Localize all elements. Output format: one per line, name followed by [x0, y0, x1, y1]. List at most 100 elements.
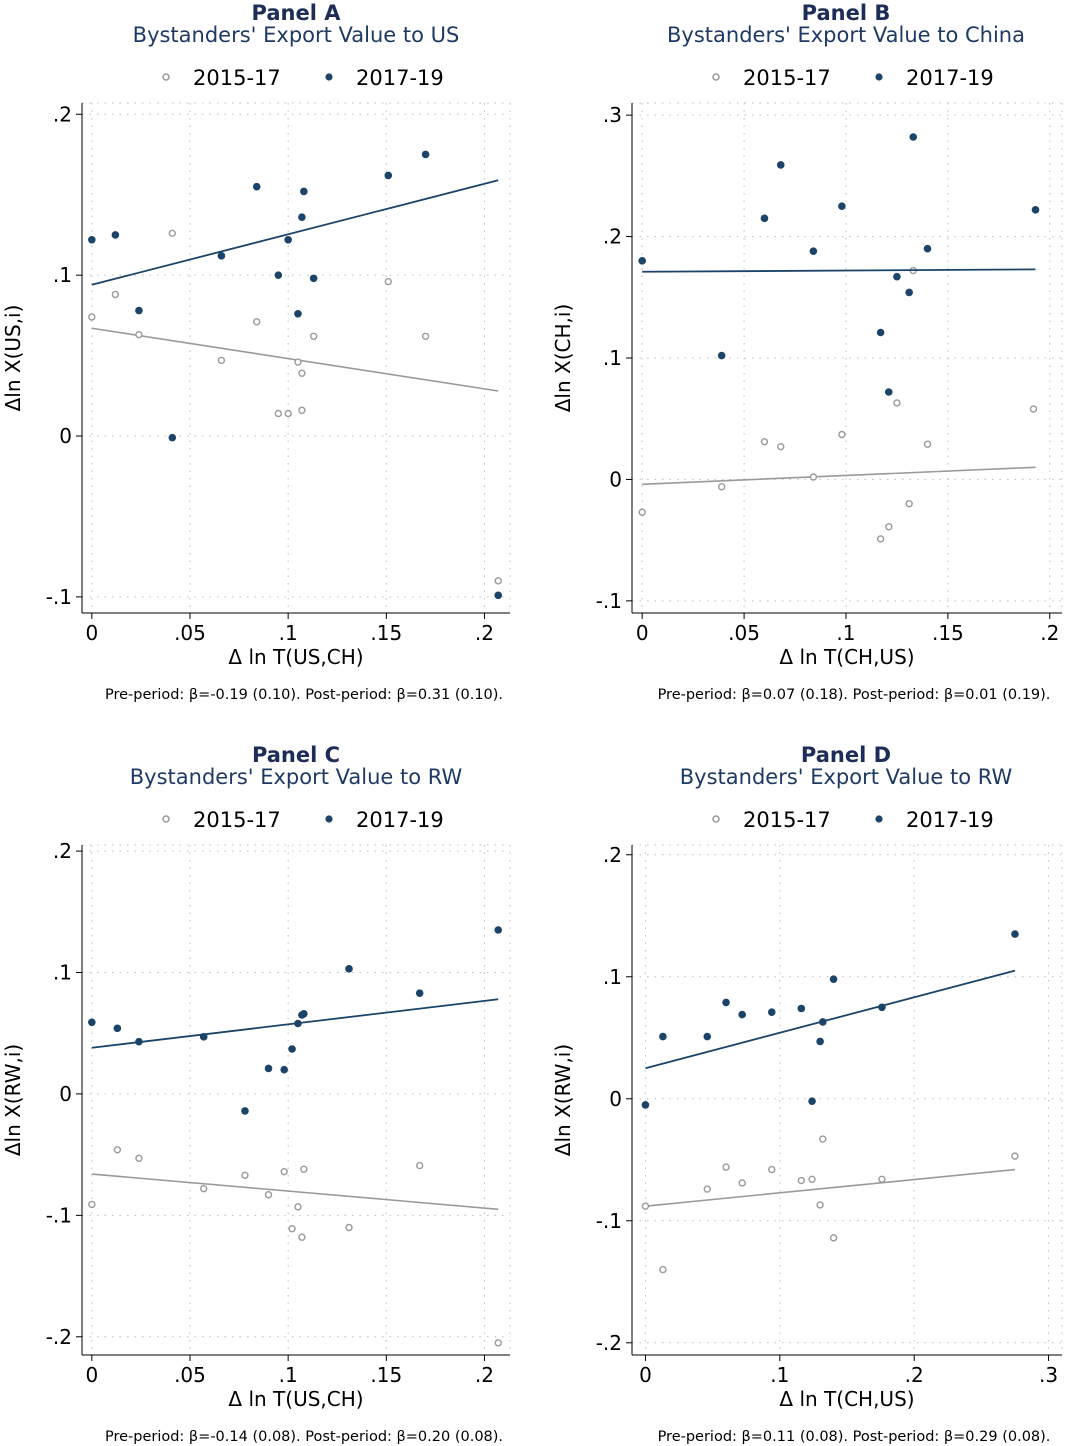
y-tick-label: .1 — [53, 263, 72, 287]
y-tick-label: 0 — [609, 467, 622, 491]
x-tick-label: .15 — [932, 621, 964, 645]
x-tick-label: .3 — [1039, 1363, 1058, 1387]
data-point — [816, 1201, 824, 1209]
chart-title: Bystanders' Export Value to US — [133, 23, 460, 47]
x-axis-label: Δ ln T(US,CH) — [228, 1387, 363, 1411]
data-point — [294, 1019, 302, 1028]
data-point — [777, 442, 785, 451]
fit-line-2015-17 — [91, 327, 499, 392]
data-point — [111, 231, 120, 239]
data-point — [294, 1203, 302, 1211]
regression-note: Pre-period: β=0.07 (0.18). Post-period: … — [658, 687, 1051, 703]
data-point — [421, 332, 430, 340]
x-tick-label: .2 — [905, 1363, 924, 1387]
data-point — [819, 1018, 827, 1026]
legend-label-pre: 2015-17 — [743, 66, 831, 90]
series-2015-17 — [641, 1135, 1019, 1274]
y-axis-label: Δln X(RW,i) — [551, 1044, 575, 1156]
y-axis-label: Δln X(CH,i) — [551, 304, 575, 413]
data-point — [294, 358, 302, 366]
x-tick-label: .15 — [370, 621, 402, 645]
data-point — [199, 1033, 208, 1041]
panel-title: Panel C — [252, 743, 340, 767]
data-point — [876, 535, 885, 543]
data-point — [113, 1146, 122, 1154]
data-point — [638, 508, 646, 516]
data-point — [298, 213, 306, 222]
data-point — [135, 306, 143, 315]
data-point — [767, 1008, 776, 1016]
data-point — [298, 406, 306, 414]
data-point — [168, 433, 177, 442]
y-tick-label: .1 — [603, 965, 622, 989]
fit-line-2017-19 — [91, 179, 499, 286]
data-point — [217, 356, 226, 365]
data-point — [885, 523, 893, 531]
data-point — [274, 409, 283, 418]
data-point — [298, 369, 306, 377]
data-point — [421, 150, 430, 159]
legend-marker-post — [325, 73, 333, 81]
x-tick-label: .05 — [728, 621, 760, 645]
y-tick-label: 0 — [609, 1087, 622, 1111]
axes: 0 .05 .1 .15 .2 -.2 -.1 0 .1 .2 — [46, 839, 510, 1387]
y-tick-label: .2 — [603, 843, 622, 867]
legend-marker-pre — [162, 73, 170, 81]
data-point — [280, 1065, 289, 1074]
data-point — [829, 975, 838, 984]
legend-label-pre: 2015-17 — [743, 808, 831, 832]
y-tick-label: -.1 — [596, 589, 622, 613]
data-point — [641, 1202, 650, 1210]
data-point — [111, 290, 120, 299]
legend: 2015-17 2017-19 — [162, 66, 444, 90]
data-point — [809, 247, 818, 255]
data-point — [893, 272, 901, 281]
data-point — [838, 430, 846, 439]
data-point — [809, 473, 818, 481]
data-point — [722, 998, 730, 1007]
data-point — [909, 133, 918, 141]
fit-line-2017-19 — [642, 268, 1036, 273]
legend-label-pre: 2015-17 — [193, 808, 281, 832]
gridlines — [632, 844, 1063, 1355]
legend: 2015-17 2017-19 — [712, 808, 994, 832]
data-point — [415, 989, 424, 997]
data-point — [88, 1018, 96, 1027]
data-point — [298, 1233, 306, 1241]
x-tick-label: .1 — [836, 621, 855, 645]
y-tick-label: 0 — [59, 1082, 72, 1106]
data-point — [135, 330, 143, 339]
data-point — [838, 202, 846, 211]
series-2017-19 — [638, 133, 1040, 396]
data-point — [274, 271, 283, 279]
data-point — [88, 313, 96, 321]
data-point — [494, 1339, 502, 1347]
data-point — [264, 1191, 273, 1199]
gridlines — [632, 102, 1063, 613]
data-point — [345, 1223, 353, 1232]
data-point — [345, 965, 353, 973]
series-2015-17 — [88, 1146, 502, 1347]
data-point — [113, 1024, 122, 1033]
data-point — [878, 1003, 886, 1012]
y-tick-label: .2 — [53, 839, 72, 863]
chart-title: Bystanders' Export Value to RW — [130, 765, 463, 789]
x-tick-label: .2 — [1040, 621, 1059, 645]
data-point — [241, 1171, 249, 1179]
data-point — [760, 214, 769, 223]
fit-line-2015-17 — [642, 466, 1036, 486]
gridlines — [82, 102, 511, 613]
data-point — [638, 257, 646, 265]
data-point — [1011, 930, 1019, 938]
regression-note: Pre-period: β=0.11 (0.08). Post-period: … — [658, 1429, 1051, 1445]
axes: 0 .05 .1 .15 .2 -.1 0 .1 .2 .3 — [596, 103, 1062, 645]
legend: 2015-17 2017-19 — [712, 66, 994, 90]
data-point — [816, 1037, 824, 1046]
data-point — [760, 438, 769, 446]
y-tick-label: .3 — [603, 103, 622, 127]
y-tick-label: -.1 — [596, 1209, 622, 1233]
data-point — [309, 332, 318, 340]
data-point — [252, 182, 261, 191]
